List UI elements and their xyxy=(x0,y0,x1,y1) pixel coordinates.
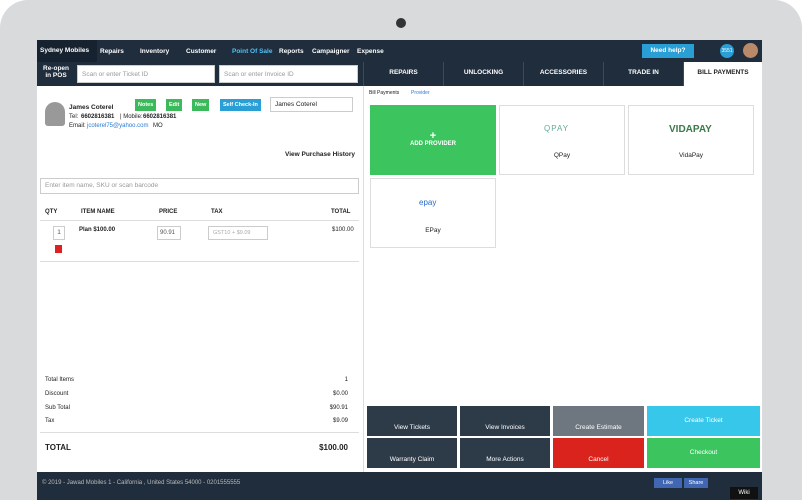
qty[interactable]: 1 xyxy=(53,226,65,240)
badge: 3551 xyxy=(720,44,734,58)
col-header: TAX xyxy=(211,209,223,215)
grand-total-value: $100.00 xyxy=(319,443,348,452)
provider-logo: epay xyxy=(419,198,437,207)
top-nav xyxy=(37,40,762,62)
ticket-input[interactable]: Scan or enter Ticket ID xyxy=(77,65,215,83)
breadcrumb: Provider xyxy=(411,90,430,96)
total-label: Tax xyxy=(45,418,55,424)
email[interactable]: jcoterel75@yahoo.com xyxy=(87,123,149,129)
store-bg xyxy=(37,40,97,62)
tab[interactable]: TRADE IN xyxy=(603,62,683,86)
provider-tile[interactable] xyxy=(628,105,754,175)
item-search[interactable]: Enter item name, SKU or scan barcode xyxy=(40,178,359,194)
grand-total-label: TOTAL xyxy=(45,443,71,452)
nav-item[interactable]: Customer xyxy=(186,48,217,55)
email-label: Email: xyxy=(69,123,86,129)
create-estimate[interactable]: Create Estimate xyxy=(553,406,644,436)
nav-item[interactable]: Inventory xyxy=(140,48,170,55)
wiki-button[interactable]: Wiki xyxy=(730,487,758,499)
footer-text: © 2019 - Jawad Mobiles 1 - California , … xyxy=(42,480,241,486)
nav-item[interactable]: Reports xyxy=(279,48,304,55)
cancel[interactable]: Cancel xyxy=(553,438,644,468)
provider-name: VidaPay xyxy=(678,152,704,159)
invoice-input[interactable]: Scan or enter Invoice ID xyxy=(219,65,358,83)
customer-icon xyxy=(45,102,65,126)
left-panel xyxy=(37,86,364,472)
total-value: 1 xyxy=(344,377,348,383)
avatar[interactable] xyxy=(743,43,758,58)
col-header: TOTAL xyxy=(331,209,351,215)
provider-tile[interactable] xyxy=(370,178,496,248)
provider-name: EPay xyxy=(425,227,441,234)
camera xyxy=(396,18,406,28)
plus-icon: + xyxy=(429,130,437,142)
total-value: $90.91 xyxy=(329,405,348,411)
nav-item[interactable]: Expense xyxy=(357,48,384,55)
share-button[interactable]: Share xyxy=(684,478,708,488)
view-tickets[interactable]: View Tickets xyxy=(367,406,457,436)
store[interactable]: Sydney Mobiles xyxy=(40,47,90,54)
total-label: Sub Total xyxy=(45,405,70,411)
nav-item[interactable]: Campaigner xyxy=(312,48,350,55)
footer xyxy=(37,472,762,500)
tel: 6602816381 xyxy=(81,114,115,120)
tab-active[interactable]: BILL PAYMENTS xyxy=(683,62,762,86)
add-provider-label: ADD PROVIDER xyxy=(409,141,456,147)
item-name: Plan $100.00 xyxy=(79,227,116,233)
total-label: Total Items xyxy=(45,377,75,383)
customer-search[interactable]: James Coterel xyxy=(270,97,353,112)
tel-label: Tel: xyxy=(69,114,79,120)
total-value: $9.09 xyxy=(332,418,348,424)
help-button[interactable]: Need help? xyxy=(642,44,694,58)
customer-name: James Coterel xyxy=(69,104,114,111)
delete-icon[interactable] xyxy=(55,245,62,253)
divider xyxy=(40,432,359,433)
screen: Sydney Mobiles Repairs Inventory Custome… xyxy=(37,40,762,500)
provider-logo: QPAY xyxy=(544,124,570,133)
view-invoices[interactable]: View Invoices xyxy=(460,406,550,436)
notes-button[interactable]: Notes xyxy=(135,99,157,111)
total-value: $0.00 xyxy=(332,391,348,397)
new-button[interactable]: New xyxy=(192,99,210,111)
add-provider[interactable]: + ADD PROVIDER xyxy=(370,105,496,175)
breadcrumb: Bill Payments xyxy=(369,90,400,96)
col-header: ITEM NAME xyxy=(81,209,115,215)
reopen-label: Re-open in POS xyxy=(37,62,75,86)
checkout[interactable]: Checkout xyxy=(647,438,760,468)
like-button[interactable]: Like xyxy=(654,478,682,488)
row-total: $100.00 xyxy=(332,227,354,233)
col-header: PRICE xyxy=(159,209,178,215)
purchase-history[interactable]: View Purchase History xyxy=(285,151,355,158)
provider-tile[interactable] xyxy=(499,105,625,175)
mobile-label: | Mobile: xyxy=(120,114,143,120)
tab[interactable]: ACCESSORIES xyxy=(523,62,603,86)
create-ticket[interactable]: Create Ticket xyxy=(647,406,760,436)
edit-button[interactable]: Edit xyxy=(166,99,183,111)
nav-item[interactable]: Point Of Sale xyxy=(232,48,273,55)
total-label: Discount xyxy=(45,391,69,397)
col-header: QTY xyxy=(45,209,58,215)
provider-name: QPay xyxy=(553,152,571,159)
tab[interactable]: REPAIRS xyxy=(363,62,443,86)
tax-select[interactable]: GST10 + $9.09 xyxy=(208,226,268,240)
item-row xyxy=(40,220,359,262)
tab[interactable]: UNLOCKING xyxy=(443,62,523,86)
warranty-claim[interactable]: Warranty Claim xyxy=(367,438,457,468)
state: MO xyxy=(153,123,163,129)
mobile: 6602816381 xyxy=(143,114,177,120)
provider-logo: VIDAPAY xyxy=(669,124,712,135)
price[interactable]: 90.91 xyxy=(157,226,181,240)
checkin-button[interactable]: Self Check-In xyxy=(220,99,261,111)
more-actions[interactable]: More Actions xyxy=(460,438,550,468)
nav-item[interactable]: Repairs xyxy=(100,48,124,55)
